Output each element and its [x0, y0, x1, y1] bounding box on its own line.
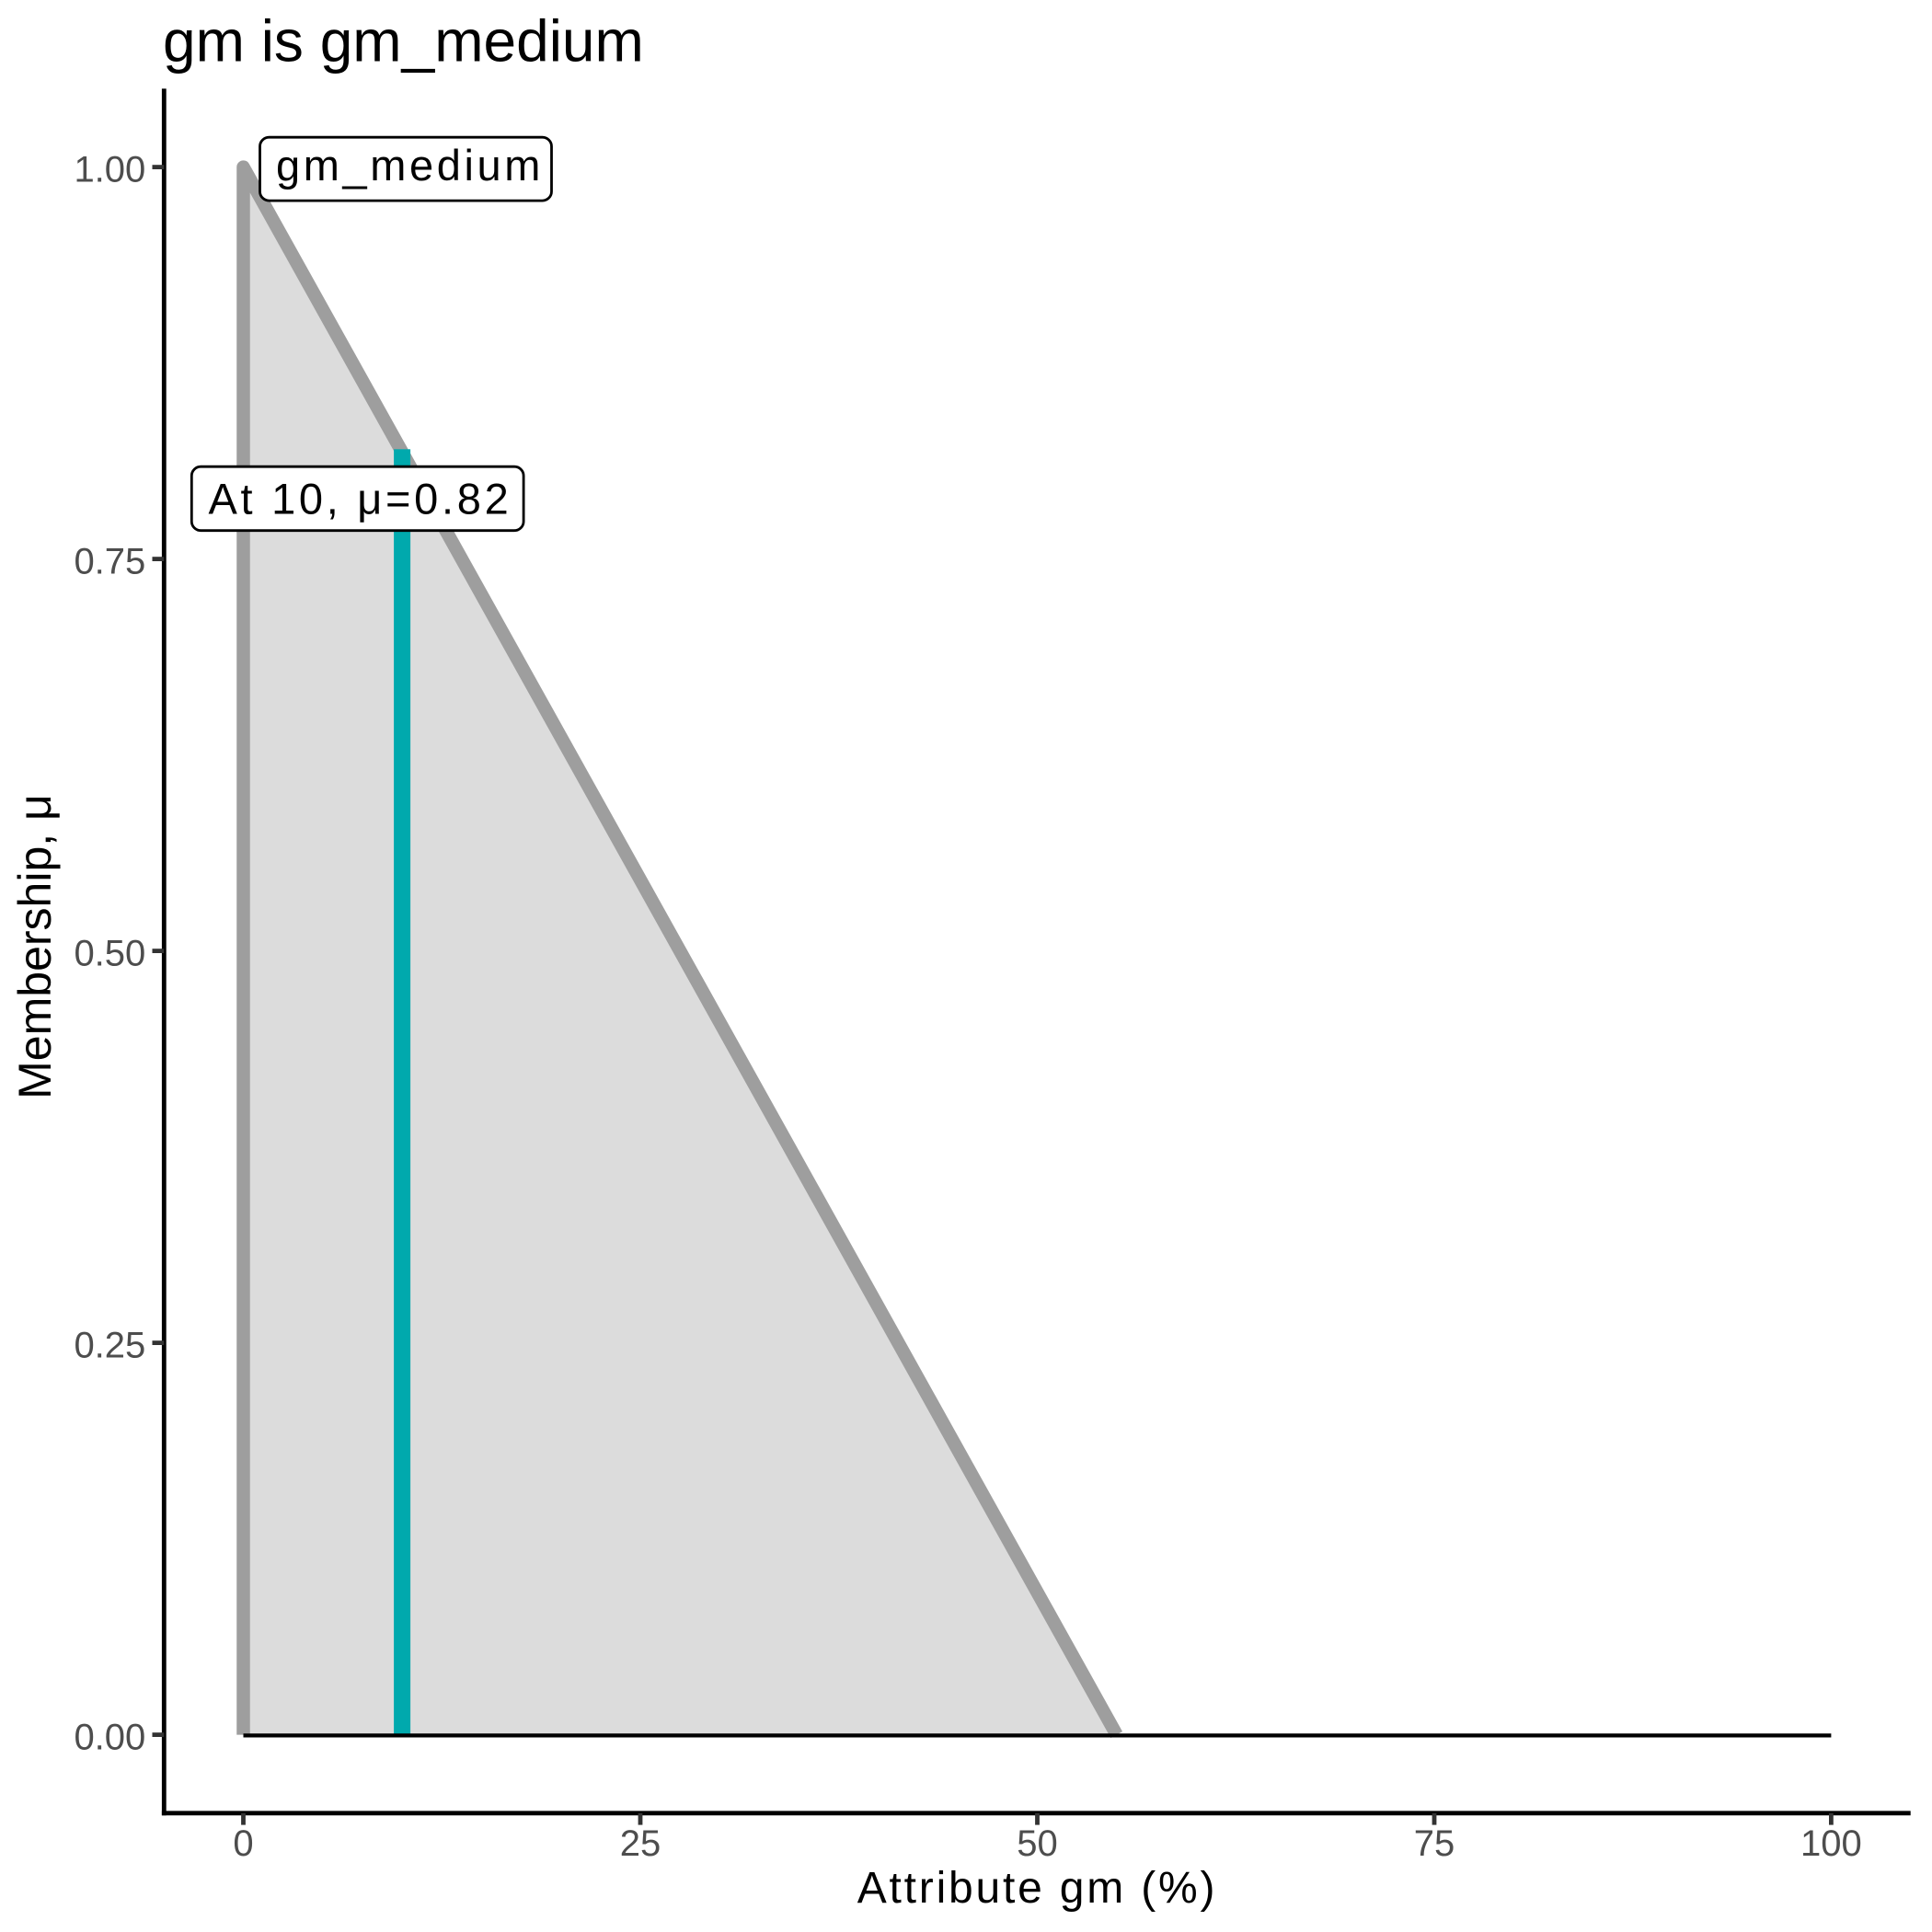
svg-text:0.25: 0.25: [74, 1326, 145, 1366]
svg-text:Attribute gm (%): Attribute gm (%): [857, 1864, 1218, 1913]
svg-text:0.00: 0.00: [74, 1718, 145, 1758]
svg-text:100: 100: [1800, 1823, 1862, 1864]
svg-text:Membership, μ: Membership, μ: [9, 794, 61, 1099]
svg-text:At 10, μ=0.82: At 10, μ=0.82: [209, 474, 512, 523]
svg-text:75: 75: [1414, 1823, 1455, 1864]
svg-text:25: 25: [620, 1823, 661, 1864]
svg-text:gm is gm_medium: gm is gm_medium: [163, 8, 644, 75]
svg-text:gm_medium: gm_medium: [276, 141, 544, 190]
svg-text:0: 0: [233, 1823, 253, 1864]
svg-text:0.50: 0.50: [74, 934, 145, 974]
svg-text:1.00: 1.00: [74, 150, 145, 190]
svg-text:0.75: 0.75: [74, 542, 145, 582]
svg-text:50: 50: [1017, 1823, 1058, 1864]
